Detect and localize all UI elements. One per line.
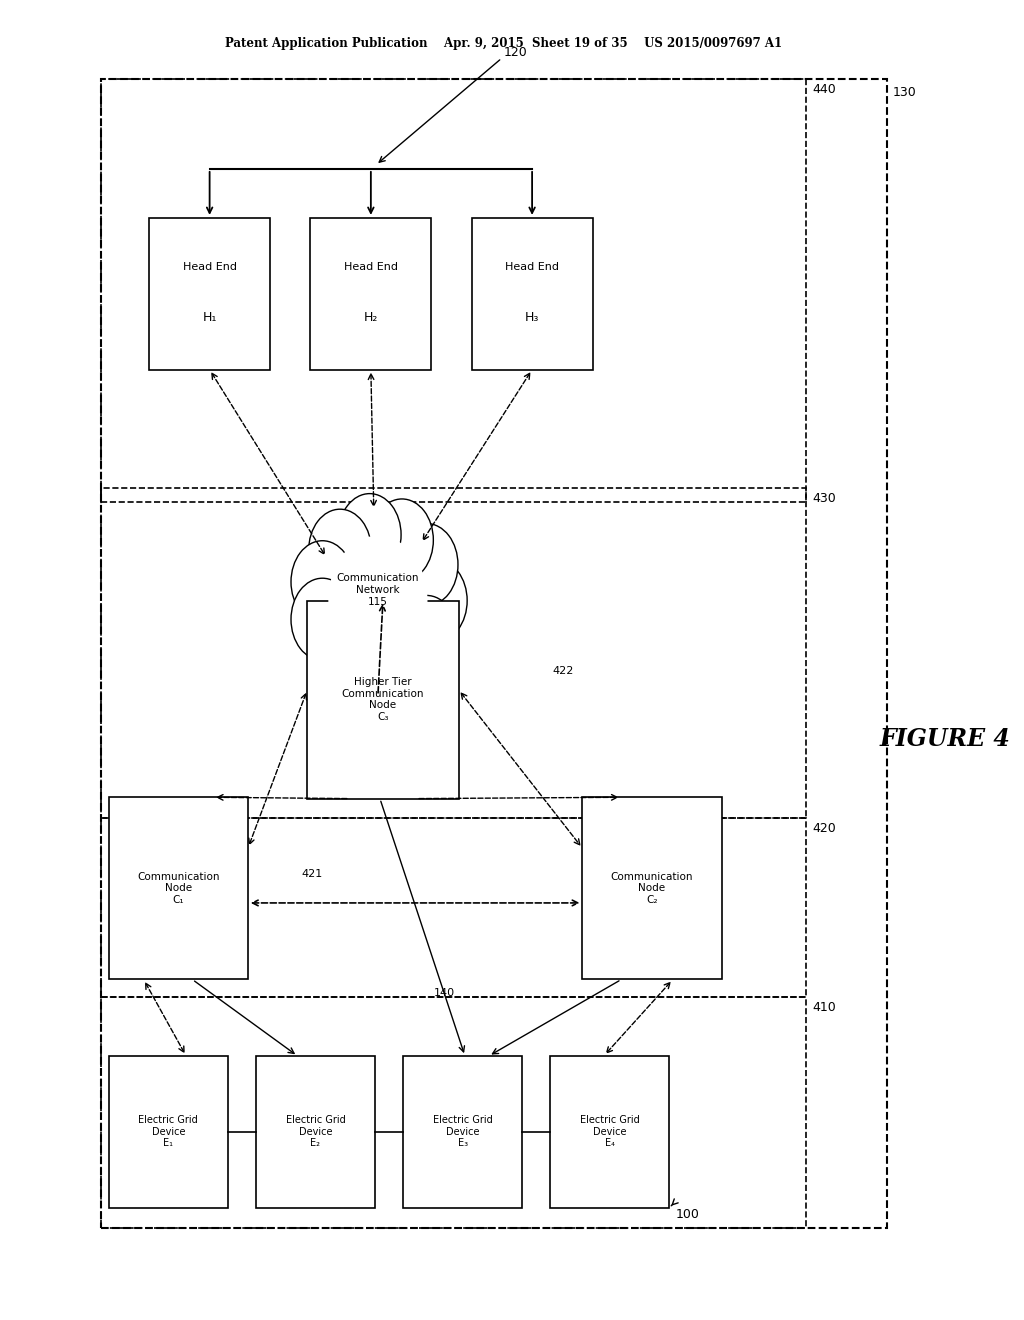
Text: H₁: H₁ xyxy=(203,312,217,323)
Text: 100: 100 xyxy=(675,1208,699,1221)
Circle shape xyxy=(371,499,433,581)
Bar xyxy=(307,601,459,799)
Circle shape xyxy=(308,610,372,692)
Text: 130: 130 xyxy=(893,86,916,99)
Circle shape xyxy=(325,531,432,671)
Circle shape xyxy=(338,494,401,576)
Circle shape xyxy=(338,626,401,708)
Bar xyxy=(109,1056,227,1208)
Text: 420: 420 xyxy=(812,822,836,836)
Bar xyxy=(100,79,887,1228)
Text: Patent Application Publication    Apr. 9, 2015  Sheet 19 of 35    US 2015/009769: Patent Application Publication Apr. 9, 2… xyxy=(225,37,782,50)
Bar xyxy=(150,218,270,370)
Text: Electric Grid
Device
E₄: Electric Grid Device E₄ xyxy=(580,1115,640,1148)
Text: 410: 410 xyxy=(812,1001,836,1014)
Bar xyxy=(100,997,806,1228)
Bar xyxy=(310,218,431,370)
Bar xyxy=(472,218,593,370)
Text: 120: 120 xyxy=(504,46,527,59)
Text: Higher Tier
Communication
Node
C₃: Higher Tier Communication Node C₃ xyxy=(342,677,424,722)
Text: 422: 422 xyxy=(552,665,573,676)
Text: Communication
Node
C₂: Communication Node C₂ xyxy=(610,871,693,906)
Text: Communication
Network
115: Communication Network 115 xyxy=(337,573,419,607)
Text: H₂: H₂ xyxy=(364,312,378,323)
Circle shape xyxy=(371,620,433,702)
Circle shape xyxy=(291,541,354,623)
Text: FIGURE 4: FIGURE 4 xyxy=(880,727,1011,751)
Text: Communication
Node
C₁: Communication Node C₁ xyxy=(137,871,219,906)
Text: H₃: H₃ xyxy=(525,312,540,323)
Bar xyxy=(100,818,806,997)
Bar xyxy=(109,797,248,979)
Text: 430: 430 xyxy=(812,492,836,506)
Bar xyxy=(100,79,806,502)
Text: Electric Grid
Device
E₃: Electric Grid Device E₃ xyxy=(433,1115,493,1148)
Bar xyxy=(550,1056,669,1208)
Bar xyxy=(583,797,722,979)
Text: 421: 421 xyxy=(302,869,323,879)
Text: Head End: Head End xyxy=(182,263,237,272)
Text: Electric Grid
Device
E₁: Electric Grid Device E₁ xyxy=(138,1115,199,1148)
Circle shape xyxy=(395,524,458,606)
Text: Head End: Head End xyxy=(505,263,559,272)
Text: 140: 140 xyxy=(433,987,455,998)
Bar xyxy=(100,488,806,818)
Circle shape xyxy=(404,560,467,642)
Text: 440: 440 xyxy=(812,83,836,96)
Text: Head End: Head End xyxy=(344,263,398,272)
Text: Electric Grid
Device
E₂: Electric Grid Device E₂ xyxy=(286,1115,345,1148)
Bar xyxy=(403,1056,522,1208)
Circle shape xyxy=(291,578,354,660)
Circle shape xyxy=(329,536,427,665)
Circle shape xyxy=(395,595,458,677)
Bar xyxy=(256,1056,375,1208)
Circle shape xyxy=(308,510,372,591)
